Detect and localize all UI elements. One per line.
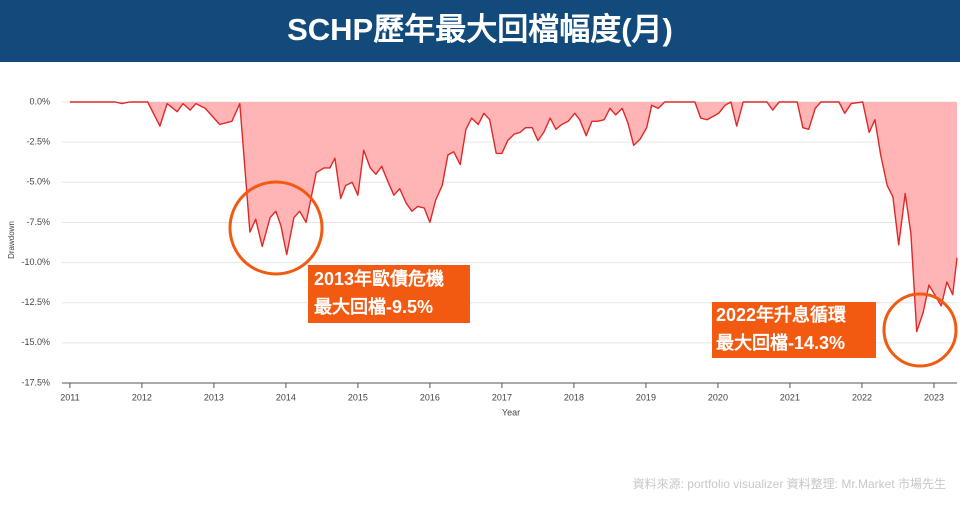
y-tick-label: -15.0%: [21, 337, 50, 347]
x-axis-label: Year: [502, 407, 520, 417]
x-tick-label: 2013: [204, 392, 224, 402]
annotation-box: [308, 265, 470, 323]
y-tick-label: 0.0%: [29, 96, 50, 106]
x-tick-label: 2011: [60, 392, 79, 402]
x-tick-label: 2015: [348, 392, 368, 402]
highlight-circle: [228, 180, 324, 276]
x-tick-label: 2022: [852, 392, 872, 402]
annotation: 2022年升息循環: [716, 304, 847, 325]
area: [69, 102, 957, 332]
x-tick-label: 2019: [636, 392, 656, 402]
x-tick-label: 2018: [564, 392, 584, 402]
x-tick-label: 2012: [132, 392, 152, 402]
title-banner: [0, 0, 960, 62]
source-note: 資料來源: portfolio visualizer 資料整理: Mr.Mark…: [633, 476, 946, 491]
x-tick-label: 2023: [924, 392, 944, 402]
plot-area: 0.0% -2.5% -5.0% -7.5% -10.0% -12.5% -15.0% -17…: [21, 96, 958, 402]
y-tick-label: -5.0%: [26, 177, 50, 187]
y-tick-label: -2.5%: [26, 137, 50, 147]
y-tick-label: -10.0%: [21, 257, 50, 267]
line: [69, 101, 958, 333]
y-axis-label: Drawdown: [7, 221, 16, 259]
annotation: 2013年歐債危機: [314, 268, 444, 289]
annotation-box: [712, 302, 876, 358]
x-tick-label: 2017: [492, 392, 512, 402]
chart-title: SCHP歷年最大回檔幅度(月): [287, 12, 673, 47]
x-tick-label: 2016: [420, 392, 440, 402]
x-tick-label: 2020: [708, 392, 728, 402]
x-tick-label: 2021: [780, 392, 800, 402]
y-tick-label: -12.5%: [21, 297, 50, 307]
y-tick-label: -7.5%: [26, 217, 50, 227]
annotation: 最大回檔-9.5%: [314, 296, 433, 317]
highlight-circle: [882, 292, 958, 368]
x-tick-label: 2014: [276, 392, 296, 402]
annotation: 最大回檔-14.3%: [716, 332, 845, 353]
y-tick-label: -17.5%: [21, 377, 50, 387]
